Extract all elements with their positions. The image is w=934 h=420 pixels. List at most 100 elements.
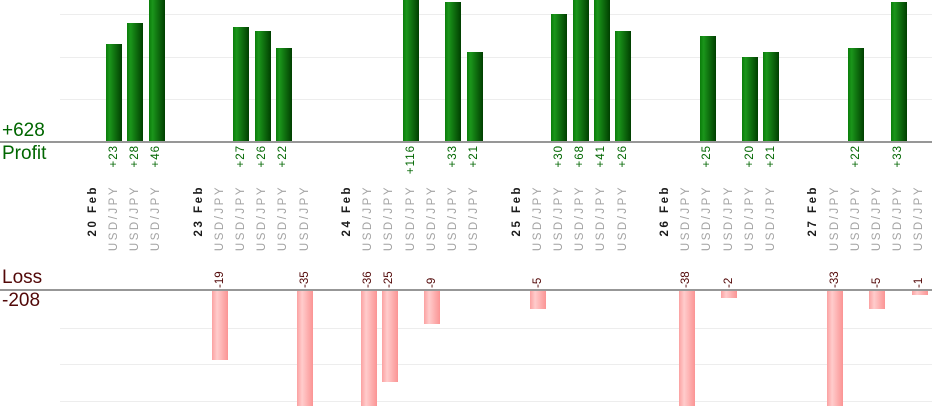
profit-bar [445, 1, 462, 141]
profit-axis-title: Profit [2, 143, 47, 164]
pair-label: USD/JPY [849, 185, 862, 252]
profit-value-label: +21 [468, 145, 481, 168]
loss-bar [424, 291, 441, 324]
pair-label: USD/JPY [870, 185, 883, 252]
profit-value-label: +27 [234, 145, 247, 168]
profit-gridline [60, 56, 932, 58]
profit-value-label: +41 [595, 145, 608, 168]
pair-label: USD/JPY [468, 185, 481, 252]
profit-value-label: +68 [574, 145, 587, 168]
date-label: 24 Feb [340, 185, 353, 237]
profit-gridline [60, 14, 932, 16]
profit-bar [763, 52, 780, 141]
pair-label: USD/JPY [362, 185, 375, 252]
profit-value-label: +26 [616, 145, 629, 168]
profit-bar [254, 31, 271, 141]
profit-bar [551, 14, 568, 141]
profit-bar [233, 27, 250, 141]
profit-bar [593, 0, 610, 141]
profit-bar [148, 0, 165, 141]
date-label: 26 Feb [658, 185, 671, 237]
pair-label: USD/JPY [680, 185, 693, 252]
loss-value-label: -36 [362, 271, 375, 288]
loss-bar [360, 291, 377, 406]
loss-value-label: -25 [383, 271, 396, 288]
loss-value-label: -33 [828, 271, 841, 288]
date-label: 27 Feb [807, 185, 820, 237]
profit-value-label: +28 [128, 145, 141, 168]
profit-value-label: +22 [277, 145, 290, 168]
pair-label: USD/JPY [150, 185, 163, 252]
profit-value-label: +25 [701, 145, 714, 168]
profit-value-label: +30 [552, 145, 565, 168]
profit-bar [615, 31, 631, 141]
profit-plot-area [0, 0, 934, 141]
pair-label: USD/JPY [404, 185, 417, 252]
profit-bar [466, 52, 483, 141]
profit-bar [106, 43, 123, 141]
profit-bar [572, 0, 589, 141]
profit-value-label: +116 [404, 145, 417, 175]
profit-value-label: +23 [107, 145, 120, 168]
pair-label: USD/JPY [552, 185, 565, 252]
loss-bar [530, 291, 547, 310]
profit-bar [699, 35, 716, 141]
pair-label: USD/JPY [298, 185, 311, 252]
date-label: 20 Feb [86, 185, 99, 237]
pair-label: USD/JPY [595, 185, 608, 252]
loss-value-label: -5 [531, 277, 544, 288]
pair-label: USD/JPY [892, 185, 905, 252]
loss-bar [911, 291, 928, 295]
loss-bar [721, 291, 737, 299]
pair-label: USD/JPY [277, 185, 290, 252]
loss-plot-area [0, 291, 934, 406]
pair-label: USD/JPY [743, 185, 756, 252]
pair-label: USD/JPY [425, 185, 438, 252]
loss-bar [381, 291, 398, 383]
pair-label: USD/JPY [531, 185, 544, 252]
loss-value-label: -19 [213, 271, 226, 288]
pair-label: USD/JPY [616, 185, 629, 252]
loss-gridline [60, 364, 932, 365]
profit-bar [890, 1, 907, 141]
profit-axis-line [0, 141, 932, 143]
loss-bar [212, 291, 229, 361]
loss-bar [678, 291, 695, 406]
loss-total-label: -208 [2, 290, 41, 311]
profit-bar [403, 0, 419, 141]
pair-label: USD/JPY [701, 185, 714, 252]
loss-value-label: -1 [913, 277, 926, 288]
loss-value-label: -2 [722, 277, 735, 288]
pair-label: USD/JPY [446, 185, 459, 252]
profit-total-label: +628 [2, 120, 45, 141]
pair-label: USD/JPY [722, 185, 735, 252]
pair-label: USD/JPY [574, 185, 587, 252]
loss-bar [869, 291, 886, 310]
pair-label: USD/JPY [913, 185, 926, 252]
profit-value-label: +20 [743, 145, 756, 168]
pair-label: USD/JPY [383, 185, 396, 252]
loss-value-label: -35 [298, 271, 311, 288]
loss-gridline [60, 327, 932, 329]
profit-bar [848, 48, 865, 141]
profit-value-label: +33 [892, 145, 905, 168]
loss-value-label: -9 [425, 277, 438, 288]
profit-value-label: +26 [256, 145, 269, 168]
date-label: 23 Feb [192, 185, 205, 237]
pair-label: USD/JPY [128, 185, 141, 252]
pair-label: USD/JPY [256, 185, 269, 252]
profit-value-label: +33 [446, 145, 459, 168]
profit-bar [742, 56, 759, 141]
profit-value-label: +22 [849, 145, 862, 168]
profit-gridline [60, 98, 932, 100]
profit-value-label: +21 [764, 145, 777, 168]
date-label: 25 Feb [510, 185, 523, 237]
profit-bar [275, 48, 292, 141]
pair-label: USD/JPY [213, 185, 226, 252]
loss-gridline [60, 400, 932, 402]
profit-bar [127, 22, 144, 141]
pair-label: USD/JPY [107, 185, 120, 252]
loss-bar [827, 291, 843, 406]
loss-axis-title: Loss [2, 267, 43, 288]
